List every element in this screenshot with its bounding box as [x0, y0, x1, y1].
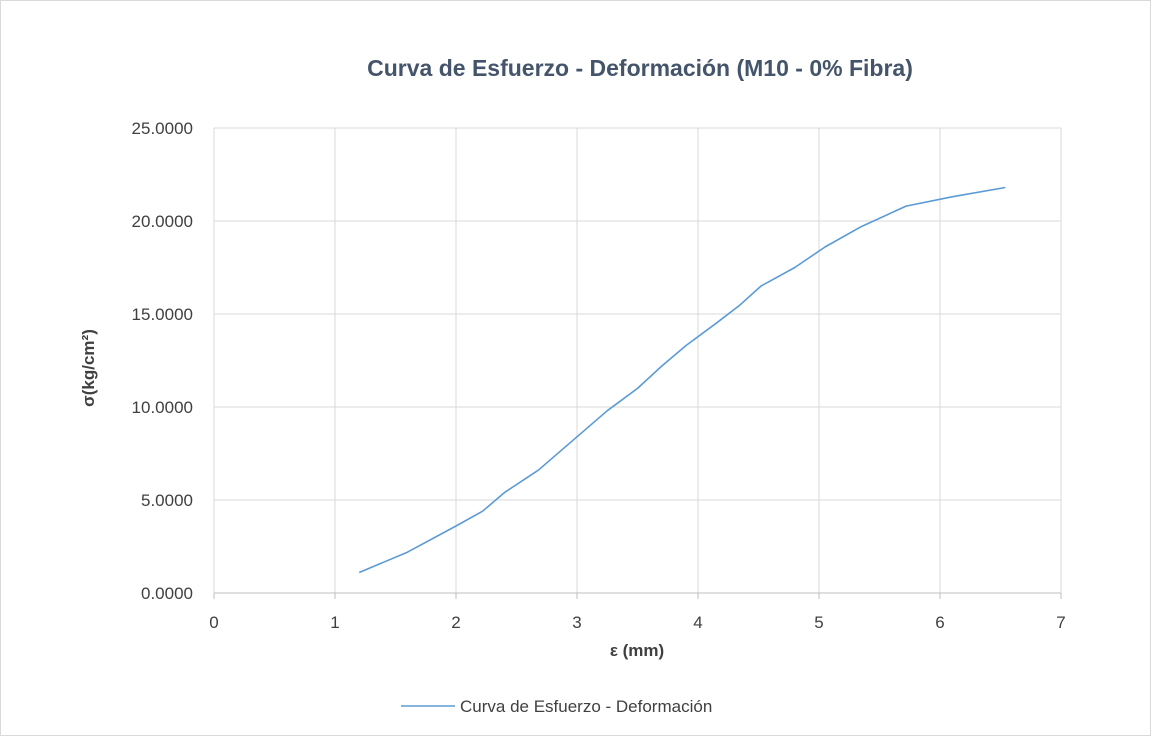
series-line — [358, 186, 1006, 574]
y-tick-label: 5.0000 — [141, 491, 193, 510]
x-axis-label: ε (mm) — [610, 641, 664, 660]
x-tick-label: 4 — [693, 613, 702, 632]
x-tick-label: 6 — [935, 613, 944, 632]
x-tick-label: 3 — [572, 613, 581, 632]
y-tick-label: 20.0000 — [132, 212, 193, 231]
x-tick-label: 1 — [330, 613, 339, 632]
x-tick-label: 0 — [209, 613, 218, 632]
x-tick-label: 7 — [1056, 613, 1065, 632]
y-tick-label: 10.0000 — [132, 398, 193, 417]
x-tick-label: 2 — [451, 613, 460, 632]
y-tick-label: 25.0000 — [132, 119, 193, 138]
chart-title: Curva de Esfuerzo - Deformación (M10 - 0… — [367, 55, 913, 81]
grid-lines — [214, 127, 1062, 593]
y-tick-label: 0.0000 — [141, 584, 193, 603]
tick-labels: 0 1 2 3 4 5 6 7 0.0000 5.0000 10.0000 15.0000 20.000… — [132, 119, 1066, 632]
axes — [213, 128, 1062, 599]
legend-label: Curva de Esfuerzo - Deformación — [460, 697, 712, 716]
y-tick-label: 15.0000 — [132, 305, 193, 324]
y-axis-label: σ(kg/cm²) — [79, 329, 98, 407]
x-tick-label: 5 — [814, 613, 823, 632]
